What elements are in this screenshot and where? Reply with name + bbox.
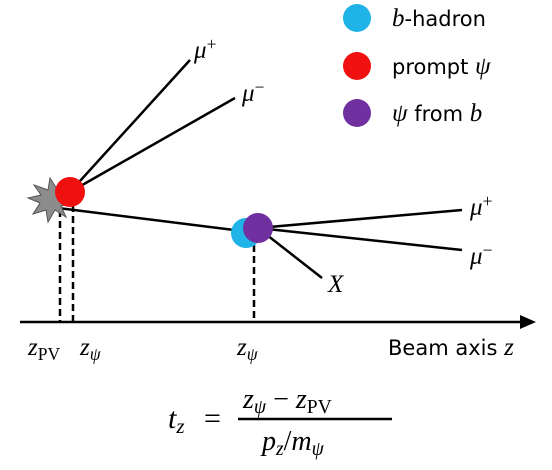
axis-tick-label: zψ bbox=[79, 334, 102, 364]
legend-marker bbox=[343, 52, 371, 80]
track bbox=[58, 208, 250, 232]
formula-lhs: tz bbox=[168, 402, 185, 438]
text-part: b bbox=[470, 100, 483, 127]
text-part: z bbox=[503, 334, 514, 361]
particle-label: X bbox=[327, 271, 345, 298]
text-part: PV bbox=[38, 344, 61, 364]
text-part: prompt bbox=[392, 55, 475, 79]
legend-label: prompt ψ bbox=[392, 53, 491, 80]
text-part: ψ bbox=[90, 344, 102, 364]
text-part: b bbox=[392, 5, 405, 32]
axis-label: Beam axis z bbox=[388, 334, 514, 361]
text-part: − bbox=[483, 240, 493, 260]
track bbox=[70, 60, 190, 192]
axis-tick-label: zPV bbox=[27, 334, 60, 364]
legend-marker bbox=[343, 4, 371, 32]
track bbox=[70, 98, 235, 192]
legend-marker bbox=[343, 99, 371, 127]
legend-label: ψ from b bbox=[392, 100, 482, 127]
text-part: z bbox=[79, 334, 90, 361]
text-part: z bbox=[27, 334, 38, 361]
track bbox=[258, 210, 462, 228]
track bbox=[258, 228, 462, 250]
text-part: ψ bbox=[312, 439, 325, 460]
text-part: ψ bbox=[392, 100, 408, 127]
text-part: − bbox=[266, 384, 296, 415]
text-part: z bbox=[175, 414, 184, 438]
text-part: -hadron bbox=[405, 7, 486, 31]
prompt-psi bbox=[55, 177, 85, 207]
formula-denominator: pz/mψ bbox=[260, 426, 325, 460]
particle-label: μ+ bbox=[469, 191, 493, 221]
text-part: ψ bbox=[254, 397, 267, 418]
text-part: μ bbox=[469, 243, 483, 270]
text-part: z bbox=[295, 384, 307, 415]
text-part: Beam axis bbox=[388, 336, 504, 360]
axis-arrow bbox=[520, 315, 536, 329]
text-part: μ bbox=[193, 37, 207, 64]
text-part: z bbox=[236, 334, 247, 361]
text-part: ψ bbox=[247, 344, 259, 364]
text-part: + bbox=[483, 191, 493, 211]
legend-label: b-hadron bbox=[392, 5, 486, 32]
formula-equals: = bbox=[204, 402, 221, 435]
text-part: ψ bbox=[475, 53, 491, 80]
particle-label: μ+ bbox=[193, 34, 217, 64]
text-part: X bbox=[327, 271, 345, 298]
diagram: b-hadron prompt ψ ψ from b μ+ μ− μ+ μ− X… bbox=[0, 0, 552, 470]
text-part: z bbox=[242, 384, 254, 415]
text-part: PV bbox=[307, 397, 332, 418]
psi-from-b bbox=[243, 213, 273, 243]
axis-tick-label: zψ bbox=[236, 334, 259, 364]
text-part: μ bbox=[241, 80, 255, 107]
text-part: m bbox=[291, 426, 311, 457]
formula-numerator: zψ − zPV bbox=[242, 384, 332, 418]
text-part: μ bbox=[469, 194, 483, 221]
text-part: z bbox=[275, 439, 284, 460]
text-part: from bbox=[408, 102, 470, 126]
text-part: p bbox=[260, 426, 276, 457]
particle-label: μ− bbox=[469, 240, 493, 270]
text-part: − bbox=[255, 77, 265, 97]
particle-label: μ− bbox=[241, 77, 265, 107]
text-part: + bbox=[207, 34, 217, 54]
